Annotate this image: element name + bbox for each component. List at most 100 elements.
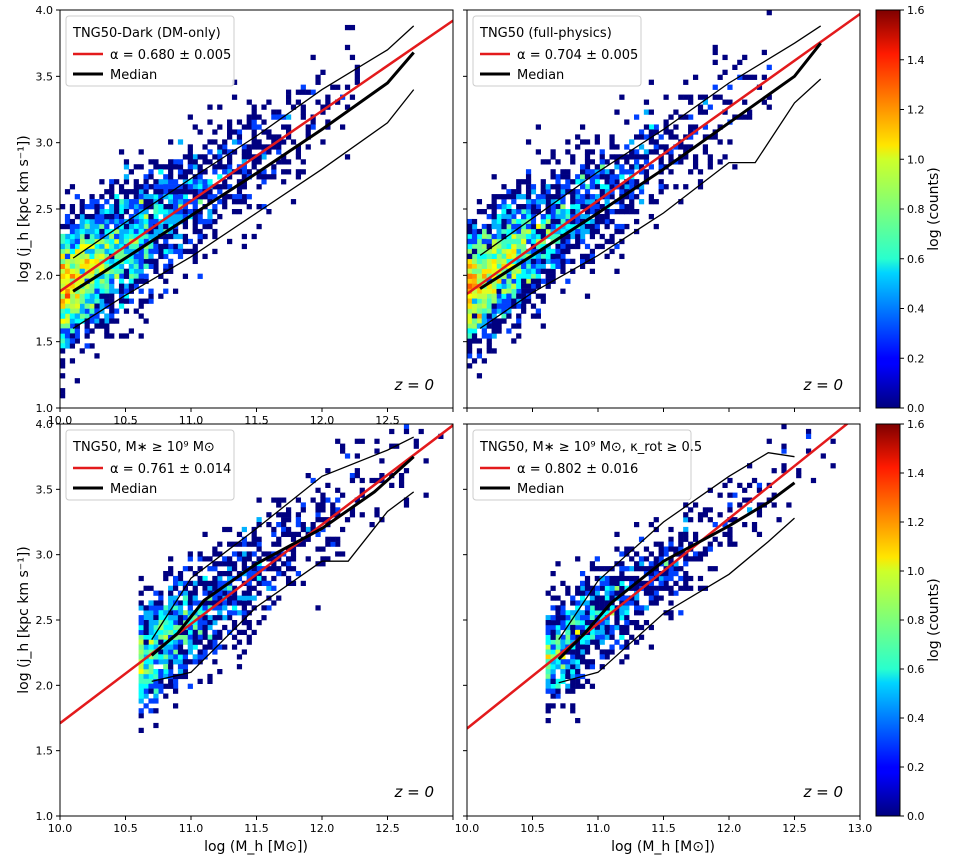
heatmap-cell — [177, 248, 184, 255]
heatmap-cell — [653, 585, 659, 591]
heatmap-cell — [295, 89, 302, 95]
heatmap-cell — [192, 659, 198, 665]
heatmap-cell — [501, 228, 507, 235]
heatmap-cell — [555, 253, 561, 260]
heatmap-cell — [501, 268, 507, 274]
heatmap-cell — [197, 610, 203, 616]
heatmap-cell — [153, 654, 159, 660]
heatmap-cell — [271, 109, 277, 115]
heatmap-cell — [207, 218, 213, 225]
heatmap-cell — [521, 218, 527, 225]
heatmap-cell — [118, 228, 125, 235]
heatmap-cell — [114, 199, 120, 205]
heatmap-cell — [266, 551, 272, 557]
heatmap-cell — [148, 585, 154, 591]
heatmap-cell — [545, 189, 551, 195]
heatmap-cell — [570, 154, 576, 160]
heatmap-cell — [634, 585, 640, 591]
heatmap-cell — [305, 473, 311, 479]
heatmap-cell — [197, 209, 203, 215]
heatmap-cell — [261, 154, 267, 160]
heatmap-cell — [668, 566, 674, 572]
heatmap-cell — [467, 363, 473, 369]
heatmap-cell — [604, 634, 610, 640]
heatmap-cell — [584, 223, 591, 230]
heatmap-cell — [374, 507, 380, 513]
heatmap-cell — [84, 288, 90, 294]
heatmap-cell — [128, 223, 134, 230]
heatmap-cell — [222, 561, 228, 567]
heatmap-cell — [60, 238, 66, 245]
heatmap-cell — [153, 683, 159, 689]
heatmap-cell — [182, 248, 189, 255]
heatmap-cell — [123, 258, 130, 265]
heatmap-cell — [619, 571, 625, 577]
heatmap-cell — [64, 248, 71, 255]
heatmap-cell — [79, 263, 85, 269]
heatmap-cell — [555, 659, 561, 665]
heatmap-cell — [619, 199, 625, 205]
heatmap-cell — [217, 644, 223, 650]
heatmap-cell — [305, 536, 311, 542]
heatmap-cell — [634, 610, 640, 616]
heatmap-cell — [584, 605, 591, 611]
heatmap-cell — [114, 318, 120, 324]
heatmap-cell — [545, 283, 551, 289]
heatmap-cell — [143, 189, 149, 195]
heatmap-cell — [69, 313, 76, 319]
heatmap-cell — [128, 189, 134, 195]
heatmap-cell — [158, 164, 164, 170]
heatmap-cell — [722, 482, 728, 488]
heatmap-cell — [550, 273, 556, 279]
heatmap-cell — [638, 566, 645, 572]
heatmap-cell — [168, 669, 174, 675]
heatmap-cell — [143, 233, 149, 240]
heatmap-cell — [599, 213, 605, 220]
heatmap-cell — [521, 243, 527, 250]
heatmap-cell — [614, 639, 620, 645]
heatmap-cell — [609, 629, 615, 635]
heatmap-cell — [276, 536, 282, 542]
legend-median-label: Median — [517, 68, 564, 83]
heatmap-cell — [584, 253, 591, 260]
heatmap-cell — [604, 575, 610, 582]
heatmap-cell — [182, 634, 189, 640]
heatmap-cell — [594, 213, 600, 220]
heatmap-cell — [550, 664, 556, 670]
heatmap-cell — [89, 268, 95, 274]
heatmap-cell — [158, 649, 164, 655]
heatmap-cell — [281, 179, 287, 185]
heatmap-cell — [521, 238, 527, 245]
heatmap-cell — [658, 575, 664, 582]
heatmap-cell — [133, 253, 139, 260]
heatmap-cell — [172, 199, 179, 205]
heatmap-cell — [207, 566, 213, 572]
heatmap-cell — [192, 571, 198, 577]
heatmap-cell — [648, 522, 654, 528]
heatmap-cell — [153, 164, 159, 170]
heatmap-cell — [241, 149, 247, 155]
heatmap-cell — [222, 144, 228, 150]
heatmap-cell — [614, 624, 620, 631]
heatmap-cell — [168, 595, 174, 601]
heatmap-cell — [668, 134, 674, 140]
heatmap-cell — [320, 139, 326, 145]
heatmap-cell — [143, 678, 149, 684]
heatmap-cell — [727, 477, 733, 484]
heatmap-cell — [104, 213, 110, 220]
heatmap-cell — [506, 308, 512, 314]
heatmap-cell — [276, 134, 282, 140]
heatmap-cell — [212, 233, 218, 240]
heatmap-cell — [506, 313, 512, 319]
heatmap-cell — [89, 223, 95, 230]
heatmap-cell — [266, 129, 272, 135]
heatmap-cell — [118, 298, 125, 304]
heatmap-cell — [530, 223, 537, 230]
heatmap-cell — [692, 556, 699, 562]
heatmap-cell — [555, 218, 561, 225]
heatmap-cell — [545, 228, 551, 235]
heatmap-cell — [717, 541, 723, 547]
heatmap-cell — [471, 318, 478, 324]
heatmap-cell — [172, 575, 179, 582]
heatmap-cell — [148, 184, 154, 190]
